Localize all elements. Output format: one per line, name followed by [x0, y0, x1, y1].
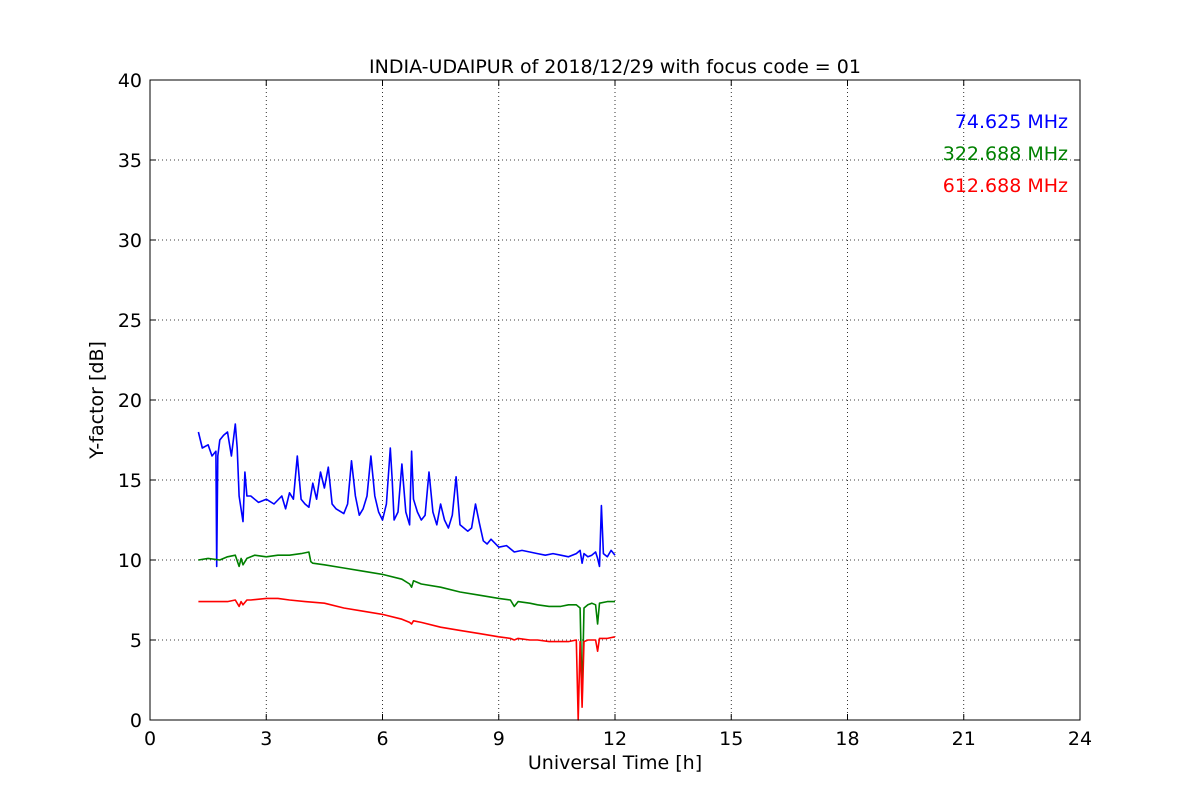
series-line-3: [198, 597, 616, 721]
y-tick-label: 5: [130, 630, 142, 652]
x-axis-label: Universal Time [h]: [528, 752, 702, 774]
y-tick-label: 35: [118, 150, 142, 172]
y-tick-label: 0: [130, 710, 142, 732]
x-tick-label: 24: [1068, 728, 1092, 750]
y-axis-label: Y-factor [dB]: [86, 341, 108, 460]
y-tick-label: 30: [118, 230, 142, 252]
x-tick-label: 9: [493, 728, 505, 750]
ticks: 0 3 6 9 12 15 18 21 24 0 5 10 15 20 25 30 35 40: [118, 70, 1092, 750]
y-tick-label: 40: [118, 70, 142, 92]
series-layer: [197, 423, 616, 721]
legend: 74.625 MHz 322.688 MHz 612.688 MHz: [943, 111, 1068, 197]
x-tick-label: 12: [603, 728, 627, 750]
x-tick-label: 18: [835, 728, 859, 750]
legend-entry-3: 612.688 MHz: [943, 175, 1068, 197]
chart-title: INDIA-UDAIPUR of 2018/12/29 with focus c…: [369, 56, 861, 78]
x-tick-label: 0: [144, 728, 156, 750]
y-tick-label: 20: [118, 390, 142, 412]
x-tick-label: 15: [719, 728, 743, 750]
legend-entry-1: 74.625 MHz: [955, 111, 1068, 133]
x-tick-label: 21: [952, 728, 976, 750]
x-tick-label: 3: [260, 728, 272, 750]
y-tick-label: 25: [118, 310, 142, 332]
legend-entry-2: 322.688 MHz: [943, 143, 1068, 165]
x-tick-label: 6: [376, 728, 388, 750]
y-tick-label: 15: [118, 470, 142, 492]
series-line-1: [197, 423, 616, 568]
y-tick-label: 10: [118, 550, 142, 572]
grid: [150, 80, 1080, 720]
